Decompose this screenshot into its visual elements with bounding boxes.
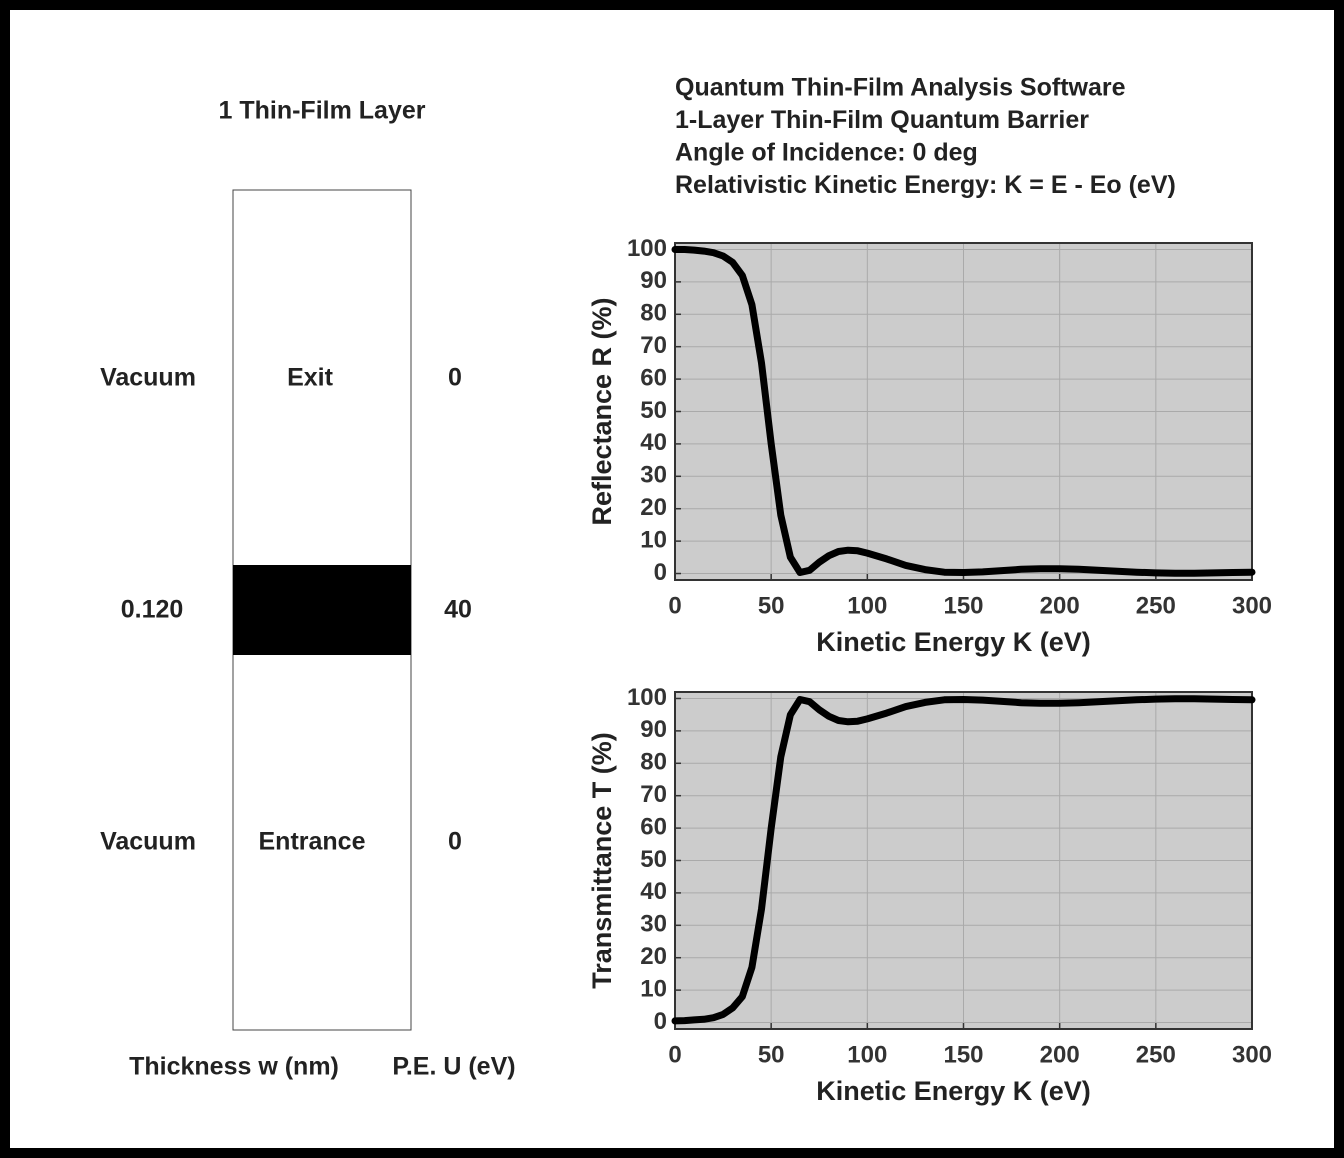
x-tick-label: 0	[668, 1041, 681, 1068]
y-tick-label: 100	[627, 684, 667, 711]
y-tick-label: 80	[640, 749, 667, 776]
y-tick-label: 70	[640, 332, 667, 359]
y-tick-label: 40	[640, 878, 667, 905]
y-tick-label: 60	[640, 364, 667, 391]
y-axis-label: Reflectance R (%)	[587, 297, 617, 525]
footer-label: P.E. U (eV)	[392, 1053, 515, 1081]
diagram-title: 1 Thin-Film Layer	[219, 97, 426, 125]
medium-label: Vacuum	[100, 828, 196, 856]
role-label: Entrance	[259, 828, 366, 856]
y-tick-label: 0	[654, 1008, 667, 1035]
y-tick-label: 90	[640, 267, 667, 294]
medium-label: Vacuum	[100, 364, 196, 392]
x-tick-label: 300	[1232, 1041, 1272, 1068]
chart-title: Relativistic Kinetic Energy: K = E - Eo …	[675, 171, 1176, 199]
y-tick-label: 10	[640, 975, 667, 1002]
x-tick-label: 250	[1136, 592, 1176, 619]
y-tick-label: 0	[654, 559, 667, 586]
x-tick-label: 200	[1040, 1041, 1080, 1068]
x-tick-label: 100	[847, 1041, 887, 1068]
potential-label: 40	[444, 596, 472, 624]
y-tick-label: 70	[640, 781, 667, 808]
y-tick-label: 20	[640, 943, 667, 970]
y-tick-label: 80	[640, 300, 667, 327]
y-tick-label: 10	[640, 526, 667, 553]
x-tick-label: 150	[943, 1041, 983, 1068]
barrier-layer	[233, 565, 411, 655]
x-tick-label: 250	[1136, 1041, 1176, 1068]
x-tick-label: 50	[758, 592, 785, 619]
y-tick-label: 60	[640, 813, 667, 840]
y-axis-label: Transmittance T (%)	[587, 732, 617, 989]
role-label: Exit	[287, 364, 334, 392]
x-tick-label: 100	[847, 592, 887, 619]
thickness-label: 0.120	[121, 596, 184, 624]
chart-title: Angle of Incidence: 0 deg	[675, 139, 978, 167]
x-tick-label: 150	[943, 592, 983, 619]
x-tick-label: 0	[668, 592, 681, 619]
y-tick-label: 90	[640, 716, 667, 743]
x-tick-label: 50	[758, 1041, 785, 1068]
chart-title: Quantum Thin-Film Analysis Software	[675, 74, 1126, 102]
x-tick-label: 300	[1232, 592, 1272, 619]
x-axis-label: Kinetic Energy K (eV)	[816, 1076, 1091, 1106]
y-tick-label: 40	[640, 429, 667, 456]
y-tick-label: 100	[627, 235, 667, 262]
y-tick-label: 30	[640, 462, 667, 489]
data-line	[671, 695, 1256, 1025]
x-tick-label: 200	[1040, 592, 1080, 619]
potential-label: 0	[448, 364, 462, 392]
plot-frame	[674, 691, 1253, 1030]
data-line	[671, 246, 1256, 577]
x-axis-label: Kinetic Energy K (eV)	[816, 627, 1091, 657]
y-tick-label: 50	[640, 846, 667, 873]
y-tick-label: 20	[640, 494, 667, 521]
footer-label: Thickness w (nm)	[129, 1053, 339, 1081]
y-tick-label: 30	[640, 911, 667, 938]
chart-title: 1-Layer Thin-Film Quantum Barrier	[675, 106, 1089, 134]
potential-label: 0	[448, 828, 462, 856]
plot-frame	[674, 242, 1253, 581]
y-tick-label: 50	[640, 397, 667, 424]
